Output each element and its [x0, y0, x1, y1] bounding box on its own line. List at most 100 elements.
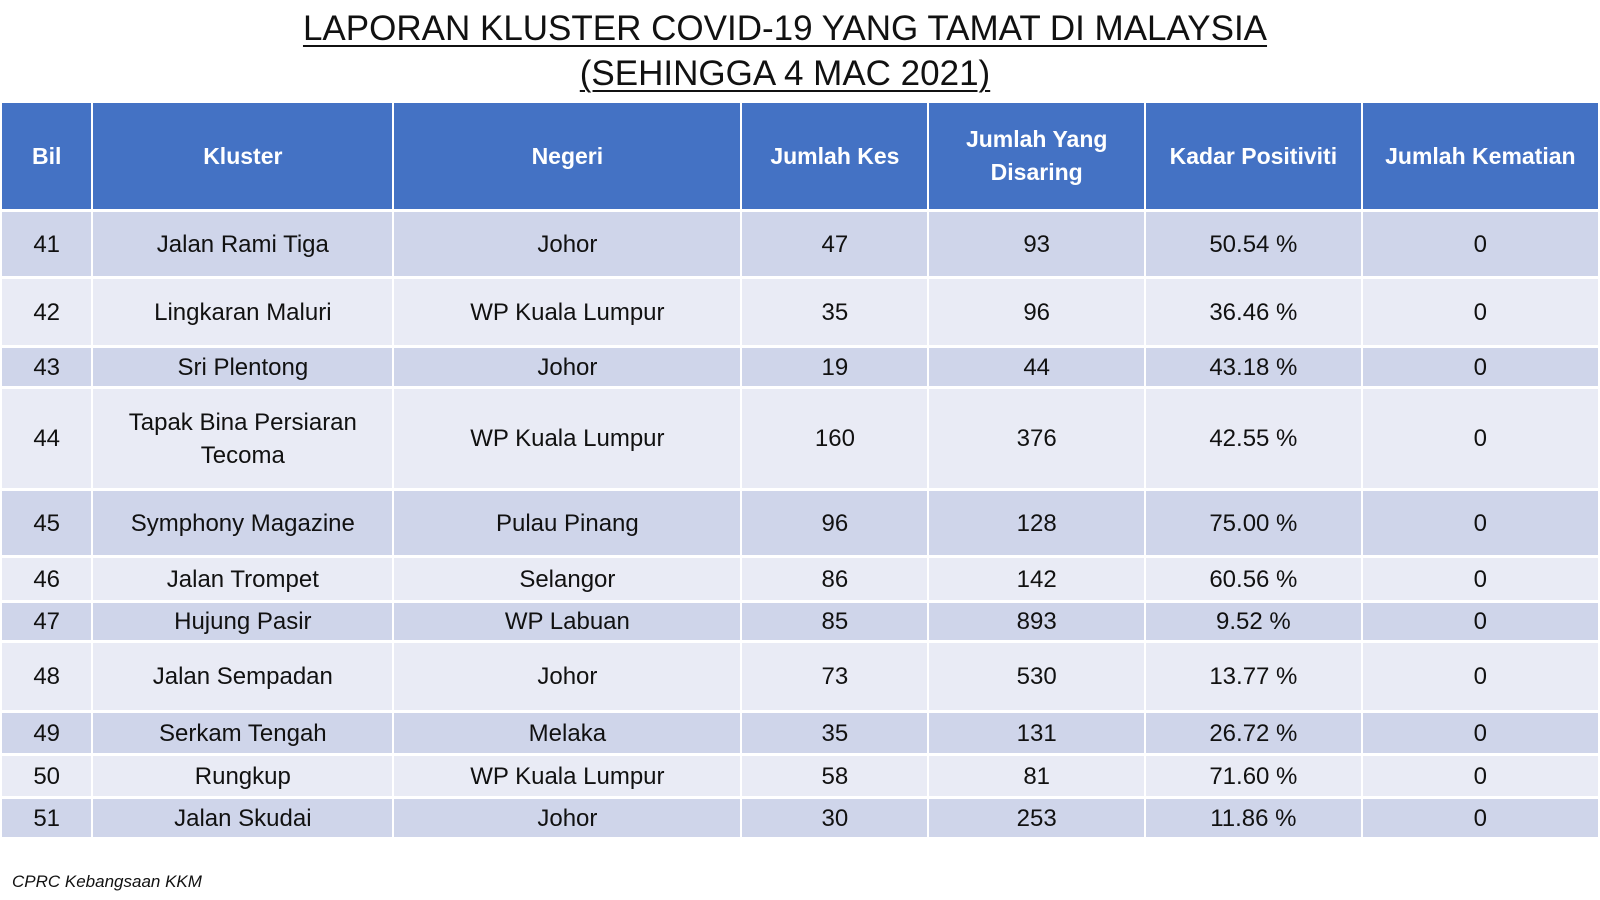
cell-kluster: Jalan Rami Tiga — [93, 212, 393, 276]
cluster-table: Bil Kluster Negeri Jumlah Kes Jumlah Yan… — [0, 100, 1600, 840]
cell-bil: 42 — [2, 279, 92, 345]
cell-kadar-positiviti: 36.46 % — [1146, 279, 1361, 345]
cell-negeri: Johor — [394, 643, 741, 710]
table-header-row: Bil Kluster Negeri Jumlah Kes Jumlah Yan… — [2, 103, 1598, 209]
cell-kluster: Jalan Sempadan — [93, 643, 393, 710]
cell-jumlah-disaring: 96 — [929, 279, 1145, 345]
cell-jumlah-kematian: 0 — [1362, 643, 1598, 710]
table-row: 46 Jalan Trompet Selangor 86 142 60.56 %… — [2, 558, 1598, 600]
cell-jumlah-kematian: 0 — [1362, 713, 1598, 753]
table-row: 47 Hujung Pasir WP Labuan 85 893 9.52 % … — [2, 603, 1598, 640]
cell-bil: 46 — [2, 558, 92, 600]
cell-negeri: WP Kuala Lumpur — [394, 279, 741, 345]
cell-jumlah-kematian: 0 — [1362, 389, 1598, 488]
column-header-jumlah-kes: Jumlah Kes — [742, 103, 928, 209]
column-header-jumlah-disaring: Jumlah Yang Disaring — [929, 103, 1145, 209]
cell-kluster: Jalan Trompet — [93, 558, 393, 600]
column-header-kadar-positiviti: Kadar Positiviti — [1146, 103, 1361, 209]
page-title: LAPORAN KLUSTER COVID-19 YANG TAMAT DI M… — [0, 6, 1570, 96]
cell-kadar-positiviti: 50.54 % — [1146, 212, 1361, 276]
cell-jumlah-disaring: 128 — [929, 491, 1145, 555]
cell-jumlah-disaring: 530 — [929, 643, 1145, 710]
cell-jumlah-kes: 35 — [742, 713, 928, 753]
cell-jumlah-kematian: 0 — [1362, 558, 1598, 600]
cell-kluster: Tapak Bina Persiaran Tecoma — [93, 389, 393, 488]
cell-kadar-positiviti: 75.00 % — [1146, 491, 1361, 555]
cell-jumlah-disaring: 376 — [929, 389, 1145, 488]
cell-jumlah-kematian: 0 — [1362, 279, 1598, 345]
cell-jumlah-kes: 30 — [742, 799, 928, 837]
cell-jumlah-kematian: 0 — [1362, 491, 1598, 555]
cell-bil: 47 — [2, 603, 92, 640]
cell-jumlah-kematian: 0 — [1362, 603, 1598, 640]
cell-jumlah-disaring: 93 — [929, 212, 1145, 276]
column-header-negeri: Negeri — [394, 103, 741, 209]
cell-jumlah-kes: 85 — [742, 603, 928, 640]
cell-kadar-positiviti: 71.60 % — [1146, 756, 1361, 796]
cell-kluster: Jalan Skudai — [93, 799, 393, 837]
column-header-bil: Bil — [2, 103, 92, 209]
cell-jumlah-kes: 73 — [742, 643, 928, 710]
cell-jumlah-disaring: 142 — [929, 558, 1145, 600]
cell-jumlah-kes: 58 — [742, 756, 928, 796]
cell-negeri: Melaka — [394, 713, 741, 753]
cell-bil: 43 — [2, 348, 92, 386]
cell-negeri: WP Kuala Lumpur — [394, 389, 741, 488]
cell-jumlah-disaring: 81 — [929, 756, 1145, 796]
table-row: 45 Symphony Magazine Pulau Pinang 96 128… — [2, 491, 1598, 555]
table-row: 49 Serkam Tengah Melaka 35 131 26.72 % 0 — [2, 713, 1598, 753]
source-footnote: CPRC Kebangsaan KKM — [12, 872, 202, 891]
cell-negeri: Johor — [394, 212, 741, 276]
cell-negeri: Johor — [394, 799, 741, 837]
cell-bil: 44 — [2, 389, 92, 488]
table-row: 41 Jalan Rami Tiga Johor 47 93 50.54 % 0 — [2, 212, 1598, 276]
column-header-jumlah-kematian: Jumlah Kematian — [1362, 103, 1598, 209]
cell-jumlah-disaring: 131 — [929, 713, 1145, 753]
cell-jumlah-kematian: 0 — [1362, 348, 1598, 386]
cell-kluster: Hujung Pasir — [93, 603, 393, 640]
cell-jumlah-disaring: 44 — [929, 348, 1145, 386]
cell-kluster: Lingkaran Maluri — [93, 279, 393, 345]
cell-jumlah-kematian: 0 — [1362, 212, 1598, 276]
cell-jumlah-kes: 86 — [742, 558, 928, 600]
cell-negeri: Johor — [394, 348, 741, 386]
cell-kluster: Serkam Tengah — [93, 713, 393, 753]
cell-jumlah-kes: 47 — [742, 212, 928, 276]
cell-negeri: Pulau Pinang — [394, 491, 741, 555]
cell-kadar-positiviti: 60.56 % — [1146, 558, 1361, 600]
cell-jumlah-disaring: 253 — [929, 799, 1145, 837]
cell-bil: 50 — [2, 756, 92, 796]
table-row: 43 Sri Plentong Johor 19 44 43.18 % 0 — [2, 348, 1598, 386]
cell-negeri: WP Labuan — [394, 603, 741, 640]
cell-bil: 49 — [2, 713, 92, 753]
cell-kadar-positiviti: 11.86 % — [1146, 799, 1361, 837]
table-row: 51 Jalan Skudai Johor 30 253 11.86 % 0 — [2, 799, 1598, 837]
title-line-2: (SEHINGGA 4 MAC 2021) — [579, 54, 991, 93]
cell-kadar-positiviti: 43.18 % — [1146, 348, 1361, 386]
cell-jumlah-kes: 35 — [742, 279, 928, 345]
column-header-kluster: Kluster — [93, 103, 393, 209]
cell-bil: 41 — [2, 212, 92, 276]
cell-negeri: WP Kuala Lumpur — [394, 756, 741, 796]
cell-kadar-positiviti: 9.52 % — [1146, 603, 1361, 640]
cell-bil: 48 — [2, 643, 92, 710]
cell-kadar-positiviti: 42.55 % — [1146, 389, 1361, 488]
cell-bil: 45 — [2, 491, 92, 555]
cell-kluster: Sri Plentong — [93, 348, 393, 386]
cell-jumlah-kes: 19 — [742, 348, 928, 386]
cell-jumlah-kes: 96 — [742, 491, 928, 555]
cell-kadar-positiviti: 13.77 % — [1146, 643, 1361, 710]
cell-bil: 51 — [2, 799, 92, 837]
table-row: 44 Tapak Bina Persiaran Tecoma WP Kuala … — [2, 389, 1598, 488]
cell-jumlah-kes: 160 — [742, 389, 928, 488]
table-row: 50 Rungkup WP Kuala Lumpur 58 81 71.60 %… — [2, 756, 1598, 796]
table-row: 48 Jalan Sempadan Johor 73 530 13.77 % 0 — [2, 643, 1598, 710]
title-line-1: LAPORAN KLUSTER COVID-19 YANG TAMAT DI M… — [302, 9, 1268, 48]
cell-jumlah-disaring: 893 — [929, 603, 1145, 640]
cell-kluster: Rungkup — [93, 756, 393, 796]
table-row: 42 Lingkaran Maluri WP Kuala Lumpur 35 9… — [2, 279, 1598, 345]
cell-jumlah-kematian: 0 — [1362, 799, 1598, 837]
cell-jumlah-kematian: 0 — [1362, 756, 1598, 796]
cell-kluster: Symphony Magazine — [93, 491, 393, 555]
cell-kadar-positiviti: 26.72 % — [1146, 713, 1361, 753]
